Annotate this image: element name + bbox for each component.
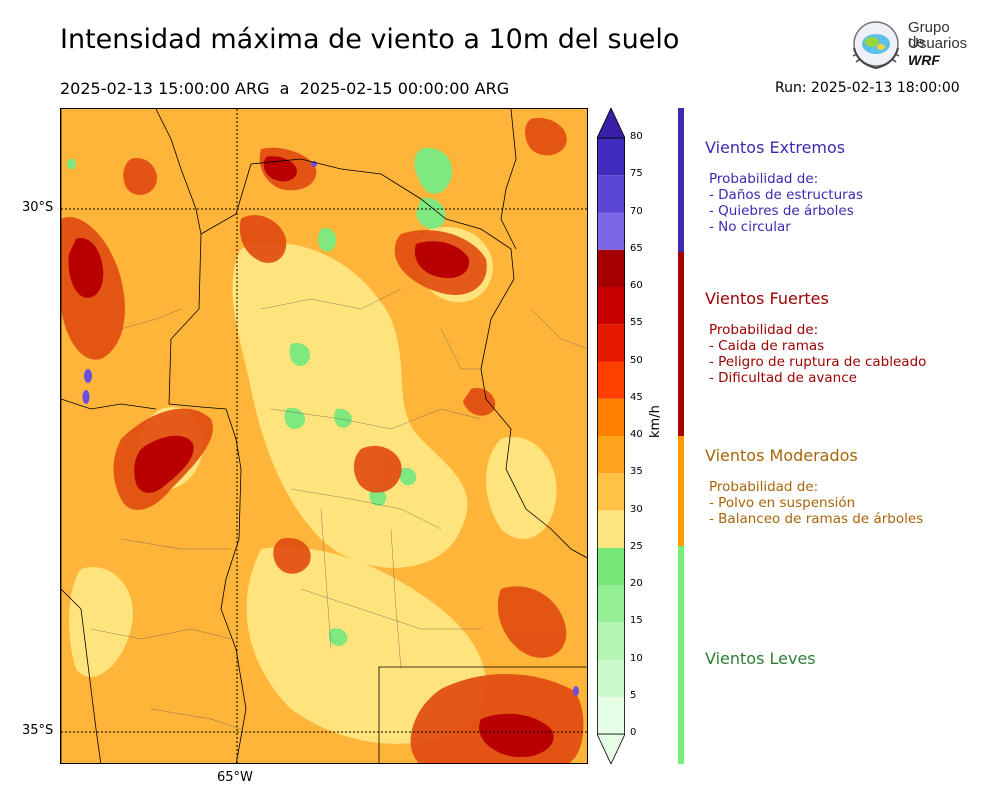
colorbar-segment (597, 249, 625, 287)
colorbar-segment (597, 547, 625, 585)
lat-label-35s: 35°S (22, 723, 54, 738)
category-color-bar (678, 252, 684, 436)
colorbar-segment (597, 324, 625, 362)
category-extremos: Vientos Extremos Probabilidad de: - Daño… (705, 138, 863, 235)
colorbar-segment (597, 212, 625, 250)
colorbar-tick-label: 65 (630, 242, 643, 254)
colorbar-unit: km/h (648, 405, 663, 438)
category-description: Probabilidad de: - Polvo en suspensión -… (709, 479, 923, 527)
category-color-bar (678, 436, 684, 546)
colorbar-tick-label: 25 (630, 540, 643, 552)
category-title: Vientos Fuertes (705, 289, 829, 308)
category-moderados: Vientos Moderados Probabilidad de: - Pol… (705, 446, 923, 527)
colorbar-segment (597, 659, 625, 697)
logo-text-wrf: WRF (908, 52, 940, 68)
category-title: Vientos Moderados (705, 446, 858, 465)
colorbar-segment (597, 398, 625, 436)
colorbar-extend-low (597, 733, 625, 764)
category-leves: Vientos Leves (705, 649, 816, 668)
category-line: - Peligro de ruptura de cableado (709, 354, 927, 370)
colorbar-segment (597, 138, 625, 176)
colorbar-segment (597, 361, 625, 399)
colorbar-tick-label: 20 (630, 578, 643, 589)
colorbar-segment (597, 436, 625, 474)
wind-zone-light (66, 148, 452, 646)
colorbar-segment (597, 175, 625, 213)
colorbar-tick-label: 45 (630, 391, 643, 403)
department-lines (90, 288, 587, 730)
colorbar-tick-label: 55 (630, 317, 643, 329)
valid-period: 2025-02-13 15:00:00 ARG a 2025-02-15 00:… (60, 79, 510, 98)
colorbar-tick-label: 5 (630, 689, 637, 701)
colorbar (597, 108, 625, 764)
category-description: Probabilidad de: - Daños de estructuras … (709, 171, 863, 235)
category-line: - No circular (709, 219, 791, 235)
wind-zone-extreme (82, 161, 579, 696)
colorbar-segment (597, 622, 625, 660)
colorbar-segment (597, 510, 625, 548)
globe-logo-icon (852, 21, 900, 70)
wind-map[interactable] (60, 108, 588, 764)
colorbar-tick-label: 40 (630, 429, 643, 440)
category-color-bar (678, 108, 684, 252)
category-line: - Polvo en suspensión (709, 495, 856, 511)
category-line: - Caida de ramas (709, 338, 825, 354)
grupo-wrf-logo: Grupo de Usuarios WRF (848, 18, 968, 72)
category-color-bar (678, 546, 684, 764)
category-title: Vientos Extremos (705, 138, 846, 157)
category-line: - Balanceo de ramas de árboles (709, 511, 924, 527)
colorbar-segment (597, 473, 625, 511)
colorbar-tick-label: 70 (630, 205, 643, 217)
category-line: Probabilidad de: (709, 479, 819, 495)
wind-zone-very-strong (68, 156, 554, 758)
colorbar-tick-label: 35 (630, 466, 643, 478)
colorbar-extend-high (597, 108, 625, 139)
wind-field-svg (61, 109, 587, 763)
graticule (61, 109, 587, 763)
category-line: Probabilidad de: (709, 171, 819, 187)
colorbar-segment (597, 585, 625, 623)
category-description: Probabilidad de: - Caida de ramas - Peli… (709, 322, 926, 386)
colorbar-tick-label: 50 (630, 354, 643, 366)
logo-text-line2: Usuarios (908, 35, 968, 52)
logo-text-line1: Grupo de (908, 19, 950, 51)
colorbar-tick-label: 0 (630, 727, 637, 738)
category-fuertes: Vientos Fuertes Probabilidad de: - Caida… (705, 289, 926, 386)
colorbar-tick-label: 10 (630, 652, 643, 664)
colorbar-tick-label: 80 (630, 131, 643, 142)
colorbar-tick-label: 60 (630, 280, 643, 291)
lat-label-30s: 30°S (22, 200, 54, 215)
category-line: Probabilidad de: (709, 322, 819, 338)
lon-label-65w: 65°W (217, 770, 253, 785)
category-line: - Dificultad de avance (709, 370, 857, 386)
map-title: Intensidad máxima de viento a 10m del su… (60, 24, 680, 55)
colorbar-segment (597, 696, 625, 734)
colorbar-segment (597, 287, 625, 325)
colorbar-tick-label: 75 (630, 168, 643, 180)
colorbar-tick-label: 30 (630, 503, 643, 515)
category-line: - Daños de estructuras (709, 187, 864, 203)
category-line: - Quiebres de árboles (709, 203, 854, 219)
category-title: Vientos Leves (705, 649, 816, 668)
colorbar-tick-label: 15 (630, 615, 643, 627)
run-time: Run: 2025-02-13 18:00:00 (775, 80, 960, 96)
